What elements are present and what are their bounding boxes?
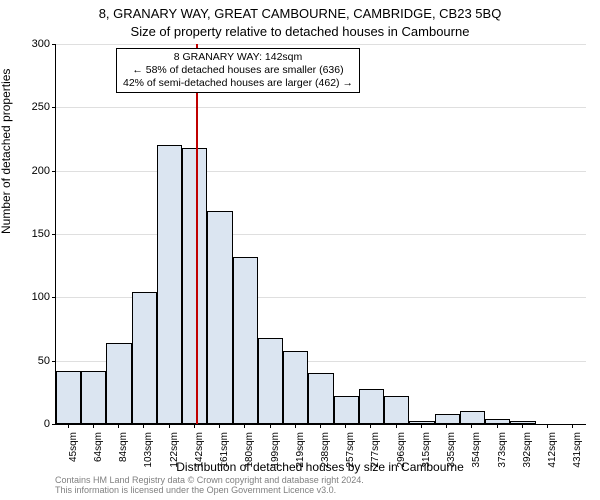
ytick-label: 300 [0,38,50,50]
xtick-mark [169,424,170,428]
annotation-line2: ← 58% of detached houses are smaller (63… [123,64,353,77]
chart-title-address: 8, GRANARY WAY, GREAT CAMBOURNE, CAMBRID… [0,6,600,21]
histogram-bar [132,292,157,424]
grid-line [56,171,586,172]
xtick-mark [396,424,397,428]
chart-footnote: Contains HM Land Registry data © Crown c… [55,476,364,496]
histogram-bar [334,396,359,424]
annotation-box: 8 GRANARY WAY: 142sqm ← 58% of detached … [116,48,360,93]
histogram-bar [207,211,232,424]
xtick-mark [547,424,548,428]
ytick-label: 150 [0,228,50,240]
ytick-mark [52,297,56,298]
xtick-mark [93,424,94,428]
histogram-bar [460,411,485,424]
ytick-mark [52,107,56,108]
ytick-label: 50 [0,355,50,367]
ytick-label: 250 [0,101,50,113]
grid-line [56,234,586,235]
xtick-mark [244,424,245,428]
xtick-mark [295,424,296,428]
histogram-bar [182,148,207,424]
annotation-line3: 42% of semi-detached houses are larger (… [123,77,353,90]
xtick-mark [143,424,144,428]
xtick-mark [421,424,422,428]
xtick-mark [345,424,346,428]
ytick-mark [52,171,56,172]
y-axis-label: Number of detached properties [0,69,13,234]
marker-line [196,44,198,424]
chart-title-subtitle: Size of property relative to detached ho… [0,24,600,39]
histogram-bar [435,414,460,424]
histogram-bar [56,371,81,424]
xtick-mark [572,424,573,428]
x-axis-label: Distribution of detached houses by size … [55,460,585,474]
footnote-line2: This information is licensed under the O… [55,486,364,496]
xtick-mark [497,424,498,428]
xtick-mark [270,424,271,428]
xtick-mark [68,424,69,428]
ytick-mark [52,234,56,235]
xtick-mark [522,424,523,428]
histogram-bar [510,421,535,424]
xtick-mark [370,424,371,428]
xtick-mark [320,424,321,428]
histogram-bar [359,389,384,424]
ytick-label: 0 [0,418,50,430]
grid-line [56,44,586,45]
grid-line [56,107,586,108]
ytick-mark [52,424,56,425]
xtick-mark [219,424,220,428]
histogram-bar [81,371,106,424]
ytick-label: 200 [0,165,50,177]
histogram-bar [409,421,434,424]
histogram-bar [283,351,308,424]
xtick-mark [471,424,472,428]
ytick-label: 100 [0,291,50,303]
histogram-bar [258,338,283,424]
histogram-bar [233,257,258,424]
histogram-bar [157,145,182,424]
chart-plot-area: 8 GRANARY WAY: 142sqm ← 58% of detached … [55,44,586,425]
ytick-mark [52,44,56,45]
histogram-bar [485,419,510,424]
xtick-mark [446,424,447,428]
xtick-mark [118,424,119,428]
ytick-mark [52,361,56,362]
histogram-bar [106,343,131,424]
histogram-bar [308,373,333,424]
annotation-line1: 8 GRANARY WAY: 142sqm [123,51,353,64]
xtick-mark [194,424,195,428]
histogram-bar [384,396,409,424]
